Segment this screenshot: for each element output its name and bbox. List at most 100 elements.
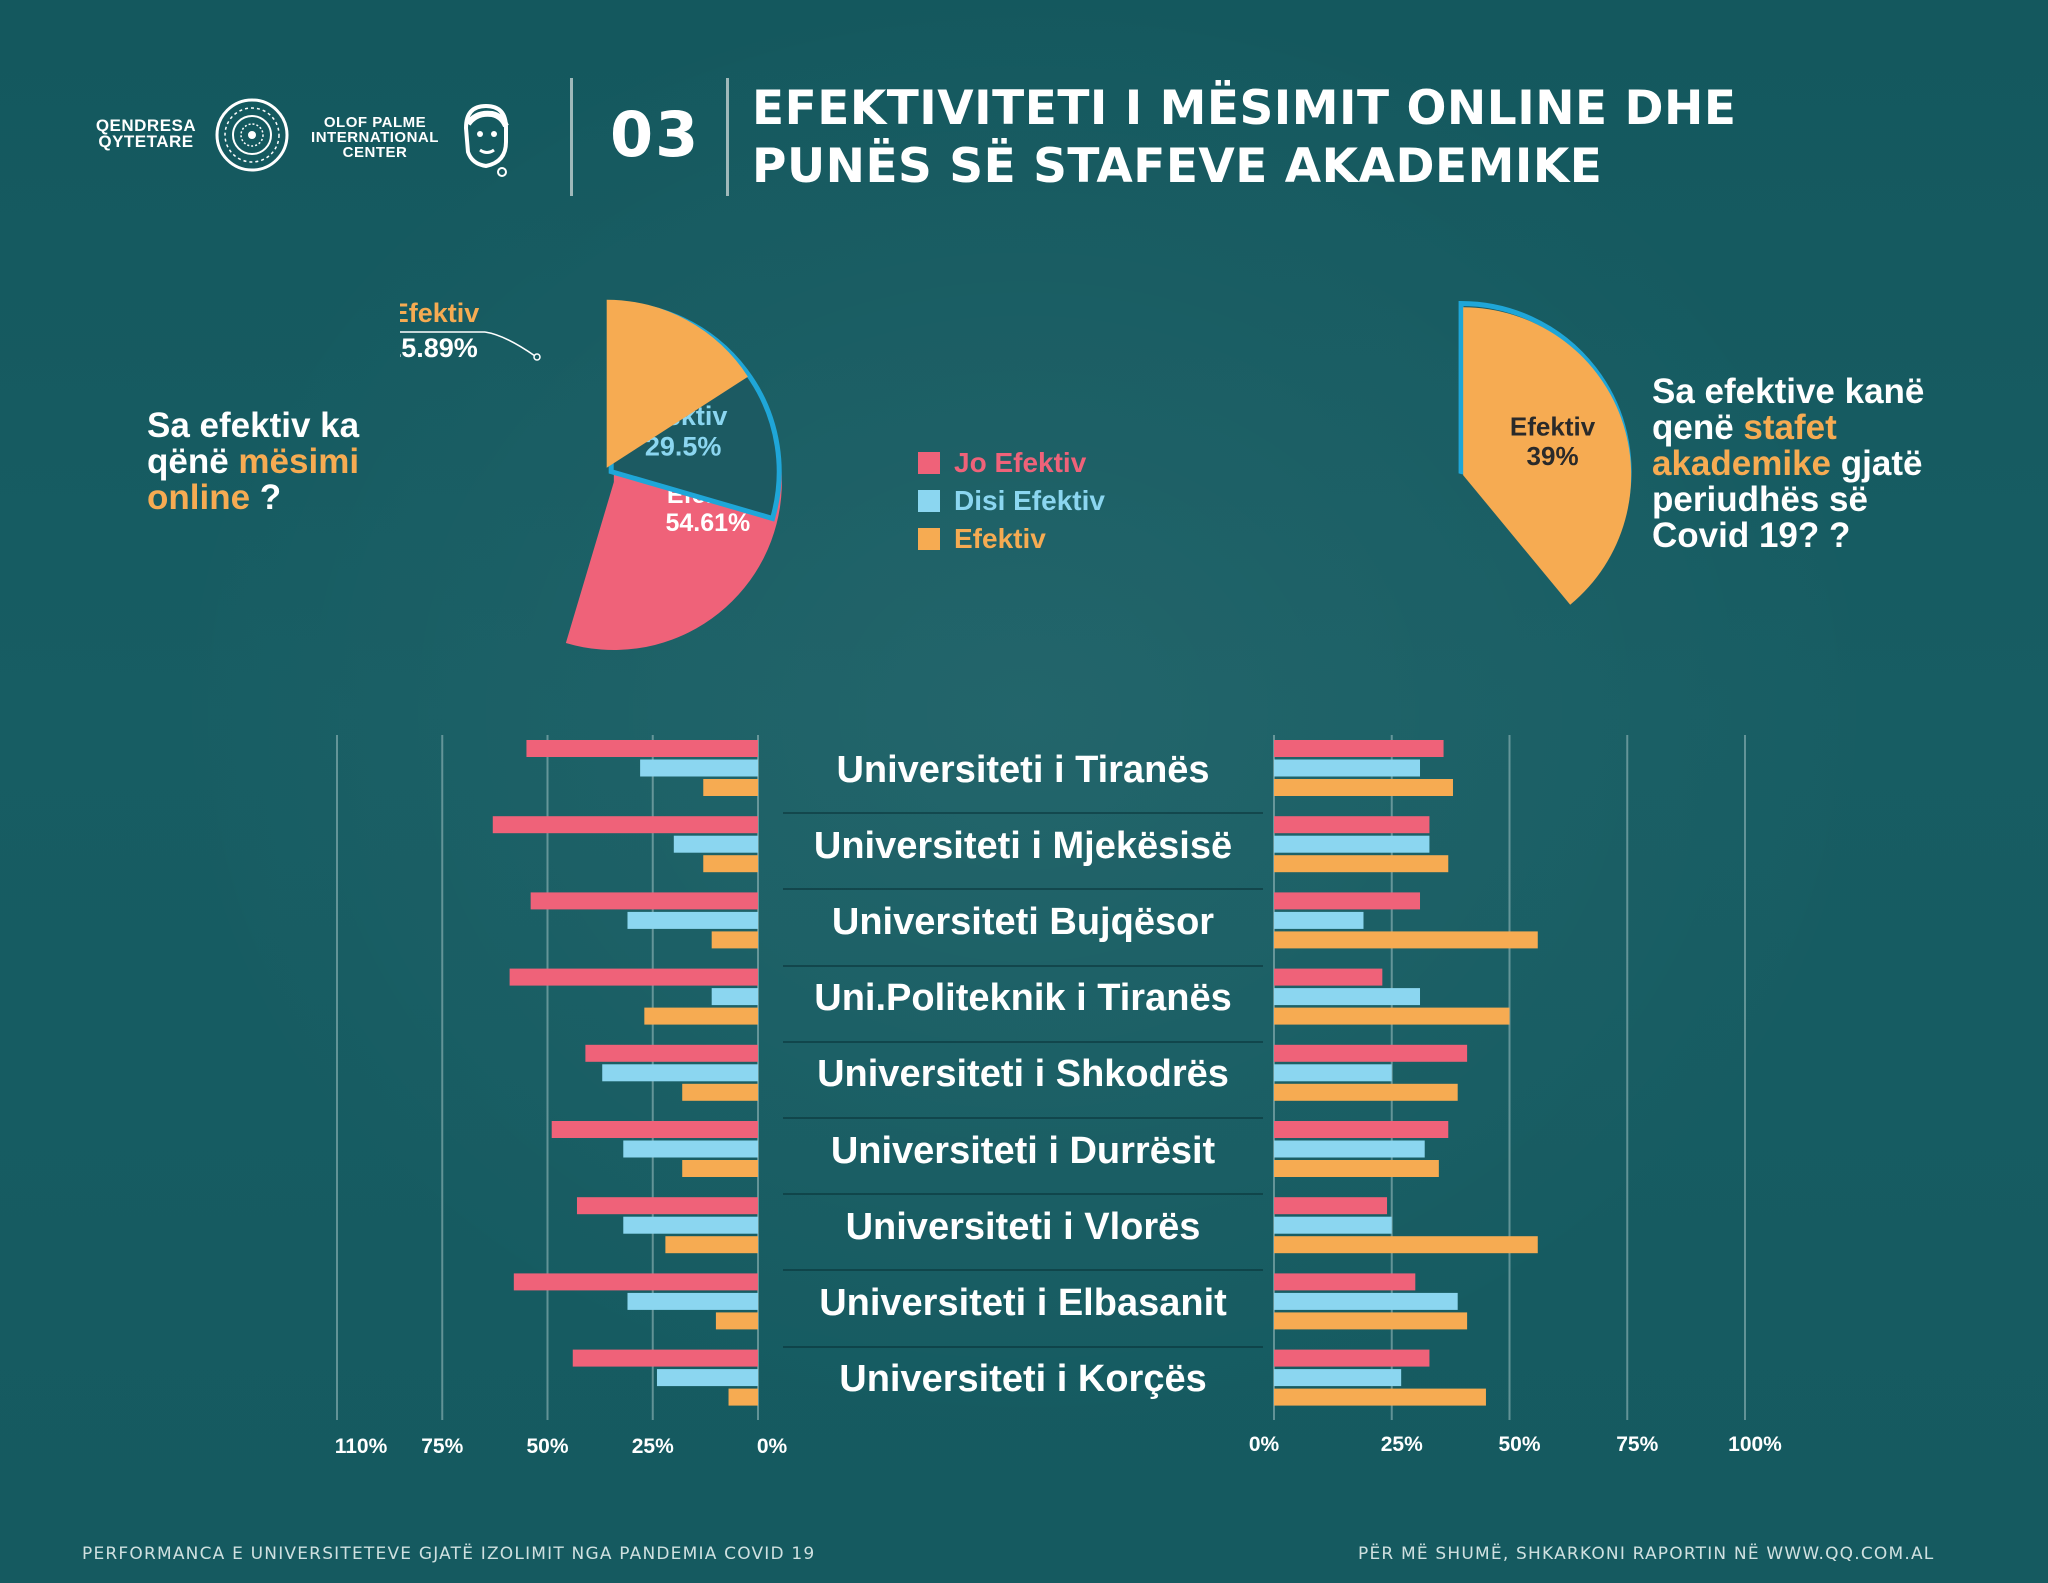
logo1-line1: QENDRESA bbox=[95, 116, 197, 135]
footer-download-link[interactable]: PËR MË SHUMË, SHKARKONI RAPORTIN NË WWW.… bbox=[1358, 1544, 1935, 1564]
bar-staff-universiteti-i-shkodr-s-efektiv bbox=[1274, 1083, 1458, 1101]
bar-online-universiteti-i-durr-sit-efektiv bbox=[682, 1160, 758, 1177]
bar-online-universiteti-i-mjek-sis-efektiv bbox=[703, 855, 758, 873]
bar-online-universiteti-i-mjek-sis-disi-efektiv bbox=[673, 835, 758, 853]
bar-online-uni-politeknik-i-tiran-s-jo-efektiv bbox=[509, 968, 758, 986]
question-right-line5: Covid 19? ? bbox=[1652, 516, 1851, 555]
pie-label-efektiv-value: 15.89% bbox=[400, 333, 478, 363]
bar-staff-universiteti-i-elbasanit-efektiv bbox=[1274, 1312, 1468, 1330]
question-right-line3-post: gjatë bbox=[1831, 444, 1923, 483]
pie-label-jo-efektiv-value: 54.61% bbox=[665, 509, 750, 537]
pie-label-efektiv-value: 39% bbox=[1527, 441, 1579, 471]
question-right-highlight-2: akademike bbox=[1652, 444, 1832, 483]
legend-item-efektiv: Efektiv bbox=[918, 520, 1105, 558]
bar-staff-universiteti-i-shkodr-s-disi-efektiv bbox=[1274, 1064, 1392, 1082]
bar-staff-universiteti-i-shkodr-s-jo-efektiv bbox=[1274, 1044, 1468, 1062]
pie-slice-efektiv bbox=[606, 299, 748, 468]
university-separator bbox=[783, 1040, 1263, 1043]
bar-staff-universiteti-i-durr-sit-efektiv bbox=[1274, 1160, 1439, 1177]
question-left-highlight-2: online bbox=[147, 478, 251, 517]
legend: Jo Efektiv Disi Efektiv Efektiv bbox=[918, 444, 1105, 558]
legend-swatch-orange bbox=[918, 528, 940, 550]
pie-label-efektiv-text: Efektiv bbox=[1510, 412, 1596, 442]
bar-staff-universiteti-i-kor-s-disi-efektiv bbox=[1274, 1369, 1402, 1387]
question-left-highlight-1: mësimi bbox=[238, 442, 360, 481]
logo2-line3: CENTER bbox=[342, 144, 408, 161]
bar-staff-universiteti-bujq-sor-disi-efektiv bbox=[1274, 911, 1364, 929]
bar-online-universiteti-bujq-sor-jo-efektiv bbox=[530, 892, 758, 910]
question-left-line1: Sa efektiv ka bbox=[147, 406, 360, 445]
university-label-universiteti-i-tiran-s: Universiteti i Tiranës bbox=[836, 748, 1210, 791]
bar-online-universiteti-i-kor-s-jo-efektiv bbox=[572, 1349, 758, 1367]
bar-staff-universiteti-i-mjek-sis-disi-efektiv bbox=[1274, 835, 1430, 853]
axis-tick-right-1: 25% bbox=[1380, 1433, 1423, 1456]
logo1-line2: QYTETARE bbox=[98, 132, 194, 151]
section-number: 03 bbox=[610, 98, 701, 171]
axis-tick-right-2: 50% bbox=[1498, 1433, 1541, 1456]
university-label-universiteti-i-durr-sit: Universiteti i Durrësit bbox=[830, 1129, 1216, 1172]
page-title: EFEKTIVITETI I MËSIMIT ONLINE DHE PUNËS … bbox=[752, 80, 1736, 196]
bar-online-universiteti-i-vlor-s-efektiv bbox=[665, 1236, 758, 1254]
legend-item-jo-efektiv: Jo Efektiv bbox=[918, 444, 1105, 482]
question-academic-staff: Sa efektive kanë qenë stafet akademike g… bbox=[1652, 374, 1924, 554]
header-divider-1 bbox=[570, 78, 573, 196]
pie-callout-dot bbox=[533, 353, 541, 361]
axis-tick-right-0: 0% bbox=[1248, 1433, 1280, 1456]
bar-online-universiteti-i-shkodr-s-jo-efektiv bbox=[585, 1044, 758, 1062]
bar-online-universiteti-bujq-sor-disi-efektiv bbox=[627, 911, 758, 929]
bar-online-universiteti-i-vlor-s-jo-efektiv bbox=[576, 1197, 758, 1215]
qendresa-ornament-icon bbox=[215, 98, 289, 172]
bar-staff-uni-politeknik-i-tiran-s-efektiv bbox=[1274, 1007, 1510, 1025]
qendresa-qytetare-logo-text: QENDRESA QYTETARE bbox=[88, 116, 204, 151]
bar-staff-universiteti-i-elbasanit-jo-efektiv bbox=[1274, 1273, 1416, 1291]
question-right-line1: Sa efektive kanë bbox=[1652, 372, 1925, 411]
logo2-line2: INTERNATIONAL bbox=[311, 129, 439, 146]
pie-chart-online-learning: JoEfektiv54.61%DisiEfektiv29.5%Efektiv15… bbox=[400, 298, 782, 651]
bar-staff-uni-politeknik-i-tiran-s-jo-efektiv bbox=[1274, 968, 1383, 986]
bar-staff-universiteti-i-vlor-s-jo-efektiv bbox=[1274, 1197, 1388, 1215]
bar-staff-universiteti-bujq-sor-jo-efektiv bbox=[1274, 892, 1421, 910]
bar-online-universiteti-i-durr-sit-disi-efektiv bbox=[623, 1140, 758, 1158]
university-separator bbox=[783, 1345, 1263, 1348]
bar-online-universiteti-i-elbasanit-disi-efektiv bbox=[627, 1292, 758, 1310]
question-online-learning: Sa efektiv ka qënë mësimi online ? bbox=[147, 408, 359, 516]
bar-online-universiteti-i-durr-sit-jo-efektiv bbox=[551, 1121, 758, 1138]
bar-staff-universiteti-bujq-sor-efektiv bbox=[1274, 931, 1538, 949]
bar-online-universiteti-i-shkodr-s-efektiv bbox=[682, 1083, 758, 1101]
axis-tick-left-2: 50% bbox=[526, 1435, 569, 1458]
logo2-line1: OLOF PALME bbox=[323, 114, 427, 131]
university-separator bbox=[783, 1117, 1263, 1119]
bar-staff-universiteti-i-tiran-s-disi-efektiv bbox=[1274, 759, 1421, 777]
bar-online-universiteti-i-kor-s-efektiv bbox=[728, 1388, 758, 1406]
pie-label-disi-efektiv-value: 29.5% bbox=[645, 431, 722, 461]
pie-chart-academic-staff: JoEfektiv31.92%DisiEfektiv29.06%Efektiv3… bbox=[1458, 300, 1632, 605]
axis-tick-right-4: 100% bbox=[1728, 1433, 1782, 1456]
university-label-universiteti-i-mjek-sis: Universiteti i Mjekësisë bbox=[813, 824, 1233, 867]
university-separator bbox=[783, 964, 1263, 967]
bar-online-universiteti-i-tiran-s-efektiv bbox=[703, 779, 758, 796]
legend-swatch-blue bbox=[918, 490, 940, 512]
title-line2: PUNËS SË STAFEVE AKADEMIKE bbox=[752, 139, 1603, 194]
university-label-universiteti-i-vlor-s: Universiteti i Vlorës bbox=[845, 1205, 1201, 1248]
axis-tick-right-3: 75% bbox=[1616, 1433, 1659, 1456]
university-separator bbox=[783, 888, 1263, 891]
bar-staff-universiteti-i-durr-sit-jo-efektiv bbox=[1274, 1121, 1449, 1138]
bar-online-universiteti-i-vlor-s-disi-efektiv bbox=[623, 1216, 758, 1234]
bar-staff-universiteti-i-tiran-s-jo-efektiv bbox=[1274, 740, 1444, 757]
question-right-line4: periudhës së bbox=[1652, 480, 1868, 519]
olof-palme-logo-text: OLOF PALME INTERNATIONAL CENTER bbox=[305, 115, 445, 160]
bar-online-universiteti-i-elbasanit-jo-efektiv bbox=[513, 1273, 758, 1291]
university-label-universiteti-i-kor-s: Universiteti i Korçës bbox=[839, 1358, 1207, 1401]
bar-staff-universiteti-i-mjek-sis-jo-efektiv bbox=[1274, 816, 1430, 834]
university-label-universiteti-i-elbasanit: Universiteti i Elbasanit bbox=[819, 1281, 1227, 1324]
bar-online-universiteti-i-shkodr-s-disi-efektiv bbox=[602, 1064, 758, 1082]
bar-staff-universiteti-i-kor-s-jo-efektiv bbox=[1274, 1349, 1430, 1367]
legend-label-efektiv: Efektiv bbox=[954, 523, 1046, 554]
bar-online-universiteti-i-mjek-sis-jo-efektiv bbox=[492, 816, 758, 834]
axis-tick-left-0: 110% bbox=[334, 1435, 388, 1458]
bar-online-universiteti-bujq-sor-efektiv bbox=[711, 931, 758, 949]
bar-online-uni-politeknik-i-tiran-s-disi-efektiv bbox=[711, 988, 758, 1006]
title-line1: EFEKTIVITETI I MËSIMIT ONLINE DHE bbox=[752, 81, 1737, 136]
header-divider-2 bbox=[726, 78, 729, 196]
